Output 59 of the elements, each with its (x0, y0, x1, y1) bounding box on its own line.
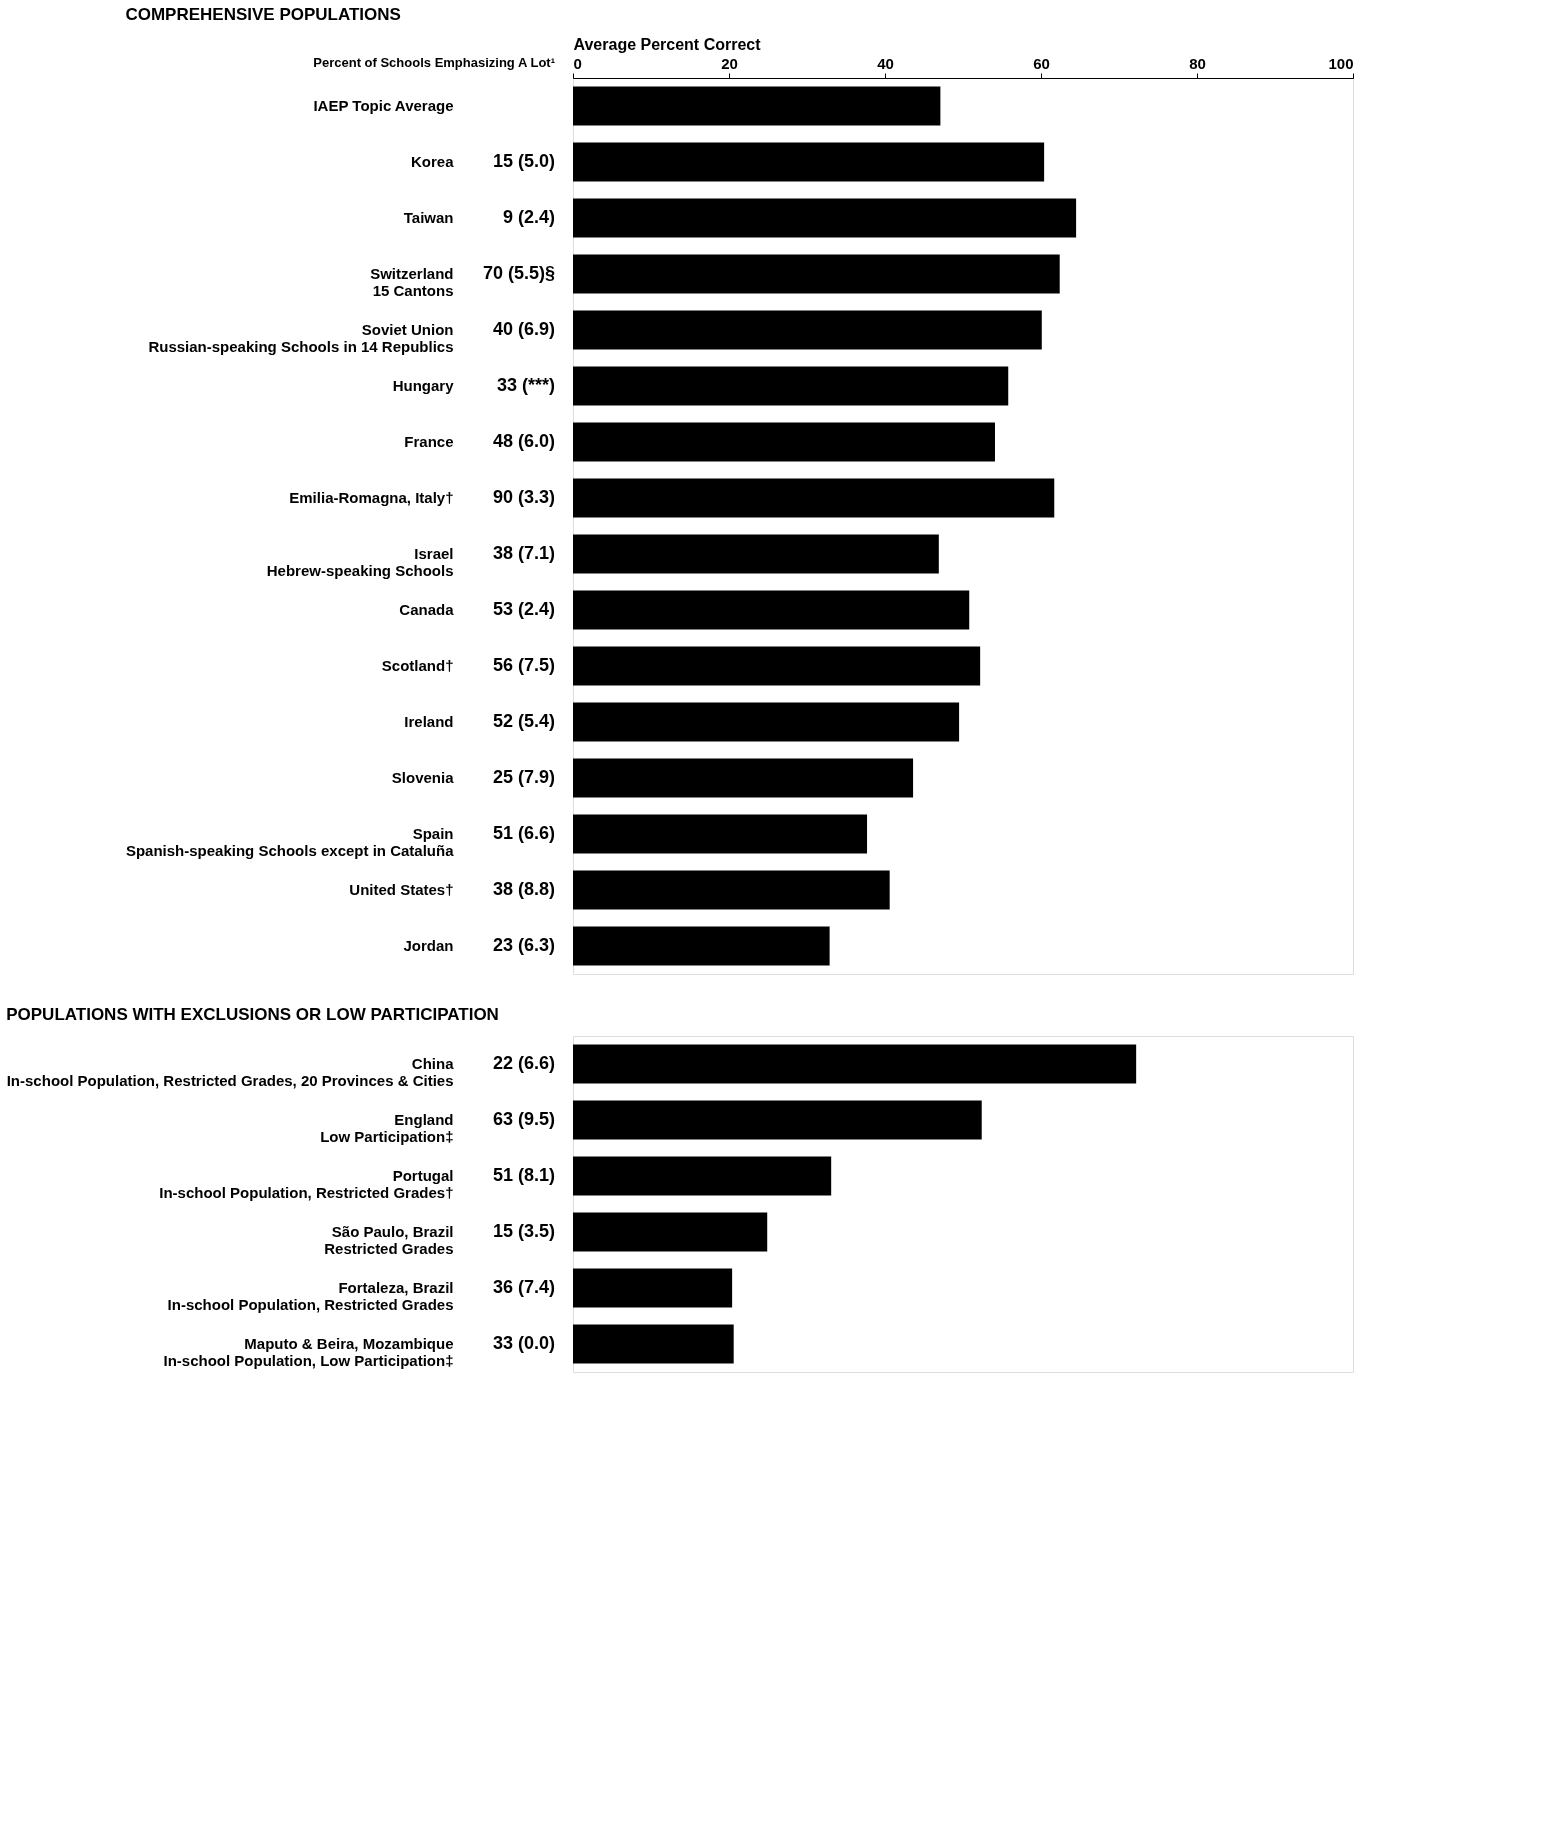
text: 51 (6.6) (492, 823, 555, 843)
text: 15 (3.5) (492, 1221, 555, 1241)
y-tick-label: England Low Participation‡ (320, 1111, 454, 1145)
bar (573, 1044, 1137, 1084)
text: 63 (9.5) (492, 1109, 555, 1129)
text: 9 (2.4) (502, 207, 555, 227)
y-tick-label: Emilia-Romagna, Italy† (289, 489, 454, 506)
text: 22 (6.6) (492, 1053, 555, 1073)
y-tick-label: Korea (410, 153, 455, 170)
text: 38 (7.1) (492, 543, 555, 563)
x-axis-title: Average Percent Correct (573, 35, 762, 53)
y-tick-label: Fortaleza, Brazil In-school Population, Restricted Grades (167, 1279, 454, 1313)
text: Percent of Schools Emphasizing A Lot¹ (313, 55, 555, 70)
text: 40 (6.9) (492, 319, 555, 339)
text: 56 (7.5) (492, 655, 555, 675)
text: 33 (0.0) (492, 1333, 555, 1353)
y-tick-label: Portugal In-school Population, Restricted Grades† (159, 1167, 454, 1201)
bar (573, 1100, 982, 1140)
x-tick-label: 60 (1033, 54, 1050, 72)
text: POPULATIONS WITH EXCLUSIONS OR LOW PARTICIPATION (6, 1005, 499, 1024)
text: 38 (8.8) (492, 879, 555, 899)
text: 33 (***) (496, 375, 555, 395)
y-tick-label: Canada (399, 601, 455, 618)
y-tick-label: Israel Hebrew-speaking Schools (266, 545, 454, 579)
y-tick-label: United States† (349, 881, 454, 898)
bar (573, 1324, 734, 1364)
y-tick-label: Soviet Union Russian-speaking Schools in 14 Republics (148, 321, 454, 355)
x-tick-label: 80 (1189, 54, 1206, 72)
y-tick-label: Slovenia (391, 769, 455, 786)
text: 70 (5.5)§ (482, 263, 555, 283)
y-tick-label: IAEP Topic Average (313, 97, 454, 114)
y-tick-label: Maputo & Beira, Mozambique In-school Population, Low Participation‡ (163, 1335, 454, 1369)
text: 53 (2.4) (492, 599, 555, 619)
text: 15 (5.0) (492, 151, 555, 171)
x-tick-label: 40 (877, 54, 894, 72)
text: 90 (3.3) (492, 487, 555, 507)
y-tick-label: Scotland† (381, 657, 454, 674)
text: 48 (6.0) (492, 431, 555, 451)
y-tick-label: France (404, 433, 454, 450)
bar (573, 1268, 733, 1308)
x-tick-label: 100 (1328, 54, 1354, 72)
y-tick-label: Taiwan (403, 209, 454, 226)
text: 52 (5.4) (492, 711, 555, 731)
text: COMPREHENSIVE POPULATIONS (125, 5, 401, 24)
x-tick-label: 0 (573, 54, 582, 72)
y-tick-label: Spain Spanish-speaking Schools except in Cataluña (125, 825, 455, 859)
text: 25 (7.9) (492, 767, 555, 787)
text: 51 (8.1) (492, 1165, 555, 1185)
bar (573, 1212, 768, 1252)
y-tick-label: Hungary (392, 377, 455, 394)
y-tick-label: São Paulo, Brazil Restricted Grades (324, 1223, 454, 1257)
y-tick-label: Switzerland 15 Cantons (370, 265, 454, 299)
y-tick-label: Ireland (404, 713, 454, 730)
text: 23 (6.3) (492, 935, 555, 955)
x-tick-label: 20 (721, 54, 738, 72)
y-tick-label: Jordan (403, 937, 454, 954)
text: 36 (7.4) (492, 1277, 555, 1297)
bar (573, 1156, 832, 1196)
y-tick-label: China In-school Population, Restricted Grades, 20 Provinces & Cities (6, 1055, 455, 1089)
